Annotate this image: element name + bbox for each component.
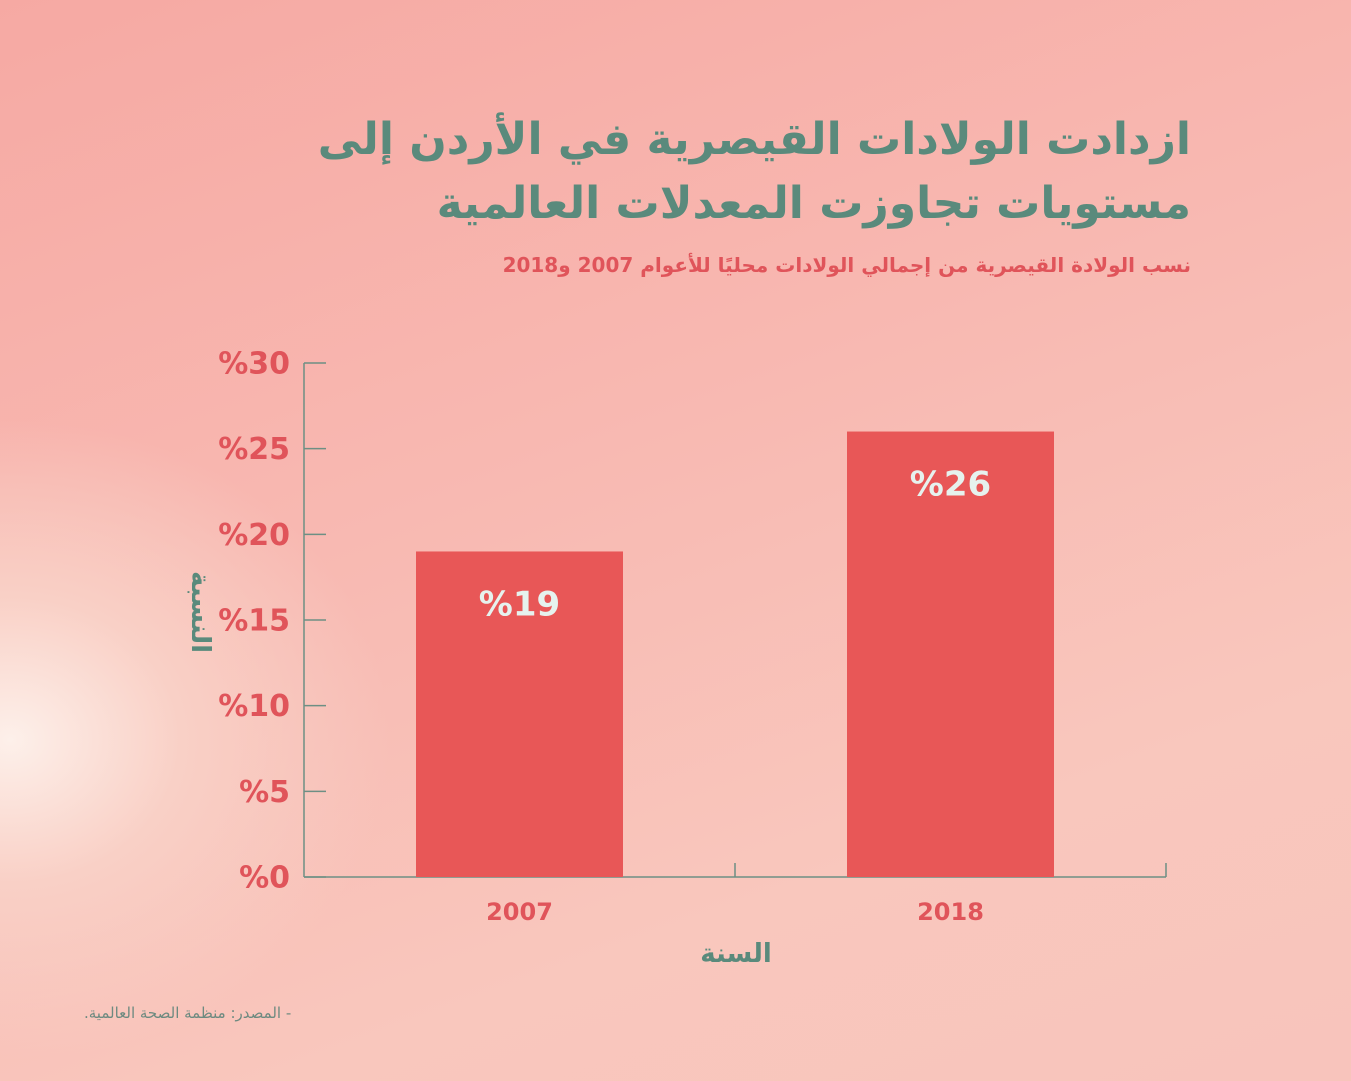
data-label-2018: %26 [910, 465, 991, 505]
bars: %19 2007 %26 2018 [416, 431, 1054, 926]
x-tick-label-2007: 2007 [486, 898, 553, 926]
x-tick-label-2018: 2018 [917, 898, 984, 926]
y-tick-label: %25 [218, 432, 290, 467]
y-axis: %0 %5 %10 %15 %20 %25 %30 [218, 347, 326, 896]
y-tick-label: %15 [218, 604, 290, 639]
x-axis-title: السنة [700, 939, 772, 969]
y-tick-label: %20 [218, 518, 290, 553]
y-tick-label: %10 [218, 689, 290, 724]
y-tick-label: %5 [239, 775, 290, 810]
y-axis-title: النسبة [185, 571, 215, 653]
y-tick-label: %0 [239, 861, 290, 896]
source-note: - المصدر: منظمة الصحة العالمية. [84, 1004, 292, 1022]
bar-2007 [416, 551, 623, 877]
bar-2018 [847, 431, 1054, 877]
y-tick-label: %30 [218, 347, 290, 382]
data-label-2007: %19 [479, 584, 560, 624]
chart-title: ازدادت الولادات القيصرية في الأردن إلى م… [317, 114, 1191, 229]
chart-subtitle: نسب الولادة القيصرية من إجمالي الولادات … [502, 253, 1191, 277]
